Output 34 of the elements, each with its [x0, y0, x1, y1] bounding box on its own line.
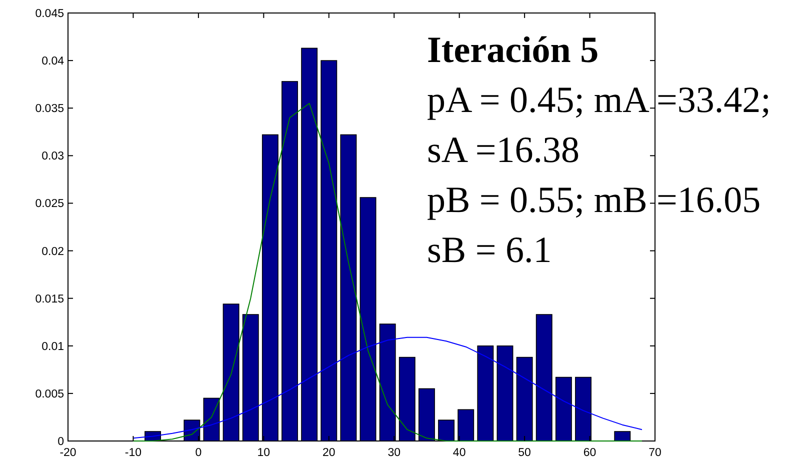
annotation: sB = 6.1: [427, 230, 552, 271]
y-tick-label: 0.01: [42, 340, 64, 353]
y-tick-label: 0.025: [35, 198, 64, 210]
x-tick-label: 10: [257, 447, 270, 459]
line-series: [132, 336, 642, 439]
bar: [555, 376, 572, 442]
x-tick-label: 0: [195, 447, 202, 459]
annotation: Iteración 5: [427, 30, 599, 71]
y-tick-label: 0.035: [35, 103, 64, 116]
annotation: sA =16.38: [427, 130, 580, 171]
x-tick-label: -20: [60, 447, 76, 459]
x-tick-label: 30: [388, 447, 401, 459]
x-tick-label: 60: [583, 447, 596, 459]
bar: [477, 345, 494, 442]
bar: [536, 314, 552, 442]
y-tick-label: 0: [58, 436, 64, 448]
x-tick-label: 40: [452, 447, 466, 459]
y-tick-label: 0.02: [42, 246, 64, 258]
x-tick-label: 70: [648, 447, 662, 459]
annotation: pA = 0.45; mA =33.42;: [427, 80, 771, 121]
y-tick-label: 0.045: [35, 8, 64, 20]
x-tick-label: 50: [518, 447, 531, 459]
y-tick-label: 0.005: [35, 388, 64, 400]
y-tick-label: 0.015: [35, 293, 64, 306]
bar: [496, 345, 514, 442]
x-tick-label: 20: [322, 447, 336, 459]
bar: [614, 431, 631, 442]
annotation: pB = 0.55; mB =16.05: [427, 180, 761, 221]
bar: [575, 376, 592, 442]
x-tick-label: -10: [124, 447, 142, 459]
bar: [516, 356, 533, 442]
y-tick-label: 0.04: [42, 56, 65, 68]
y-tick-label: 0.03: [42, 150, 64, 163]
bar: [458, 409, 474, 442]
